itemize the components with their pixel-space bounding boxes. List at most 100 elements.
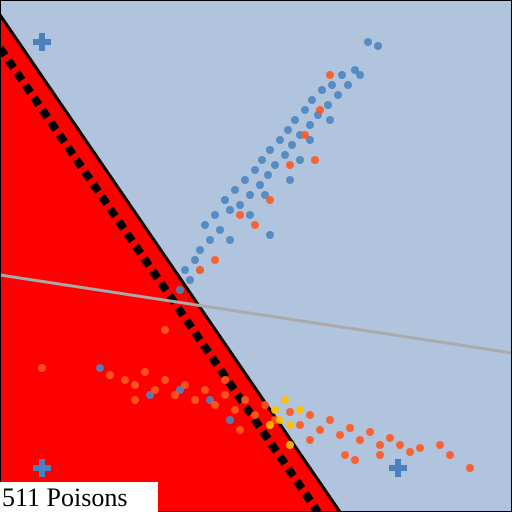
point	[96, 364, 104, 372]
point	[338, 71, 346, 79]
point	[236, 211, 244, 219]
point	[266, 196, 274, 204]
point	[241, 176, 249, 184]
point	[466, 464, 474, 472]
point	[276, 136, 284, 144]
point	[436, 441, 444, 449]
annotation: 511 Poisons	[2, 483, 127, 512]
point	[356, 71, 364, 79]
cross-marker	[33, 33, 51, 51]
point	[286, 408, 294, 416]
point	[211, 256, 219, 264]
plot-layer	[0, 14, 512, 512]
point	[176, 286, 184, 294]
point	[196, 266, 204, 274]
point	[266, 421, 274, 429]
point	[376, 451, 384, 459]
point	[266, 231, 274, 239]
point	[301, 131, 309, 139]
point	[326, 116, 334, 124]
point	[246, 211, 254, 219]
point	[121, 376, 129, 384]
point	[251, 166, 259, 174]
point	[356, 436, 364, 444]
point	[326, 71, 334, 79]
point	[351, 456, 359, 464]
point	[261, 401, 269, 409]
point	[251, 221, 259, 229]
point	[326, 416, 334, 424]
point	[256, 181, 264, 189]
point	[261, 191, 269, 199]
point	[281, 396, 289, 404]
point	[236, 201, 244, 209]
point	[226, 416, 234, 424]
point	[141, 368, 149, 376]
point	[286, 441, 294, 449]
point	[176, 386, 184, 394]
annotation-box	[0, 482, 158, 512]
point	[346, 424, 354, 432]
point	[286, 421, 294, 429]
point	[374, 42, 382, 50]
point	[328, 81, 336, 89]
point	[288, 141, 296, 149]
point	[241, 396, 249, 404]
point	[296, 156, 304, 164]
point	[446, 451, 454, 459]
point	[226, 206, 234, 214]
point	[318, 86, 326, 94]
point	[296, 421, 304, 429]
point	[351, 66, 359, 74]
point	[286, 161, 294, 169]
point	[246, 191, 254, 199]
point	[281, 151, 289, 159]
point	[236, 426, 244, 434]
point	[146, 391, 154, 399]
point	[231, 406, 239, 414]
point	[264, 171, 272, 179]
point	[161, 376, 169, 384]
point	[311, 156, 319, 164]
point	[324, 101, 332, 109]
point	[308, 96, 316, 104]
point	[201, 386, 209, 394]
point	[306, 121, 314, 129]
point	[258, 156, 266, 164]
point	[191, 396, 199, 404]
point	[206, 236, 214, 244]
point	[286, 176, 294, 184]
point	[231, 186, 239, 194]
point	[316, 106, 324, 114]
point	[341, 451, 349, 459]
point	[376, 441, 384, 449]
point	[161, 326, 169, 334]
point	[296, 406, 304, 414]
point	[276, 416, 284, 424]
point	[396, 441, 404, 449]
point	[206, 396, 214, 404]
point	[106, 371, 114, 379]
point	[131, 381, 139, 389]
point	[284, 126, 292, 134]
point	[301, 106, 309, 114]
point	[221, 391, 229, 399]
point	[416, 444, 424, 452]
point	[191, 256, 199, 264]
point	[226, 236, 234, 244]
point	[334, 91, 342, 99]
point	[364, 38, 372, 46]
point	[271, 406, 279, 414]
point	[306, 436, 314, 444]
point	[211, 401, 219, 409]
boundary-line	[0, 273, 512, 355]
point	[266, 146, 274, 154]
point	[344, 81, 352, 89]
point	[186, 276, 194, 284]
point	[316, 426, 324, 434]
point	[216, 226, 224, 234]
point	[221, 196, 229, 204]
point	[171, 391, 179, 399]
